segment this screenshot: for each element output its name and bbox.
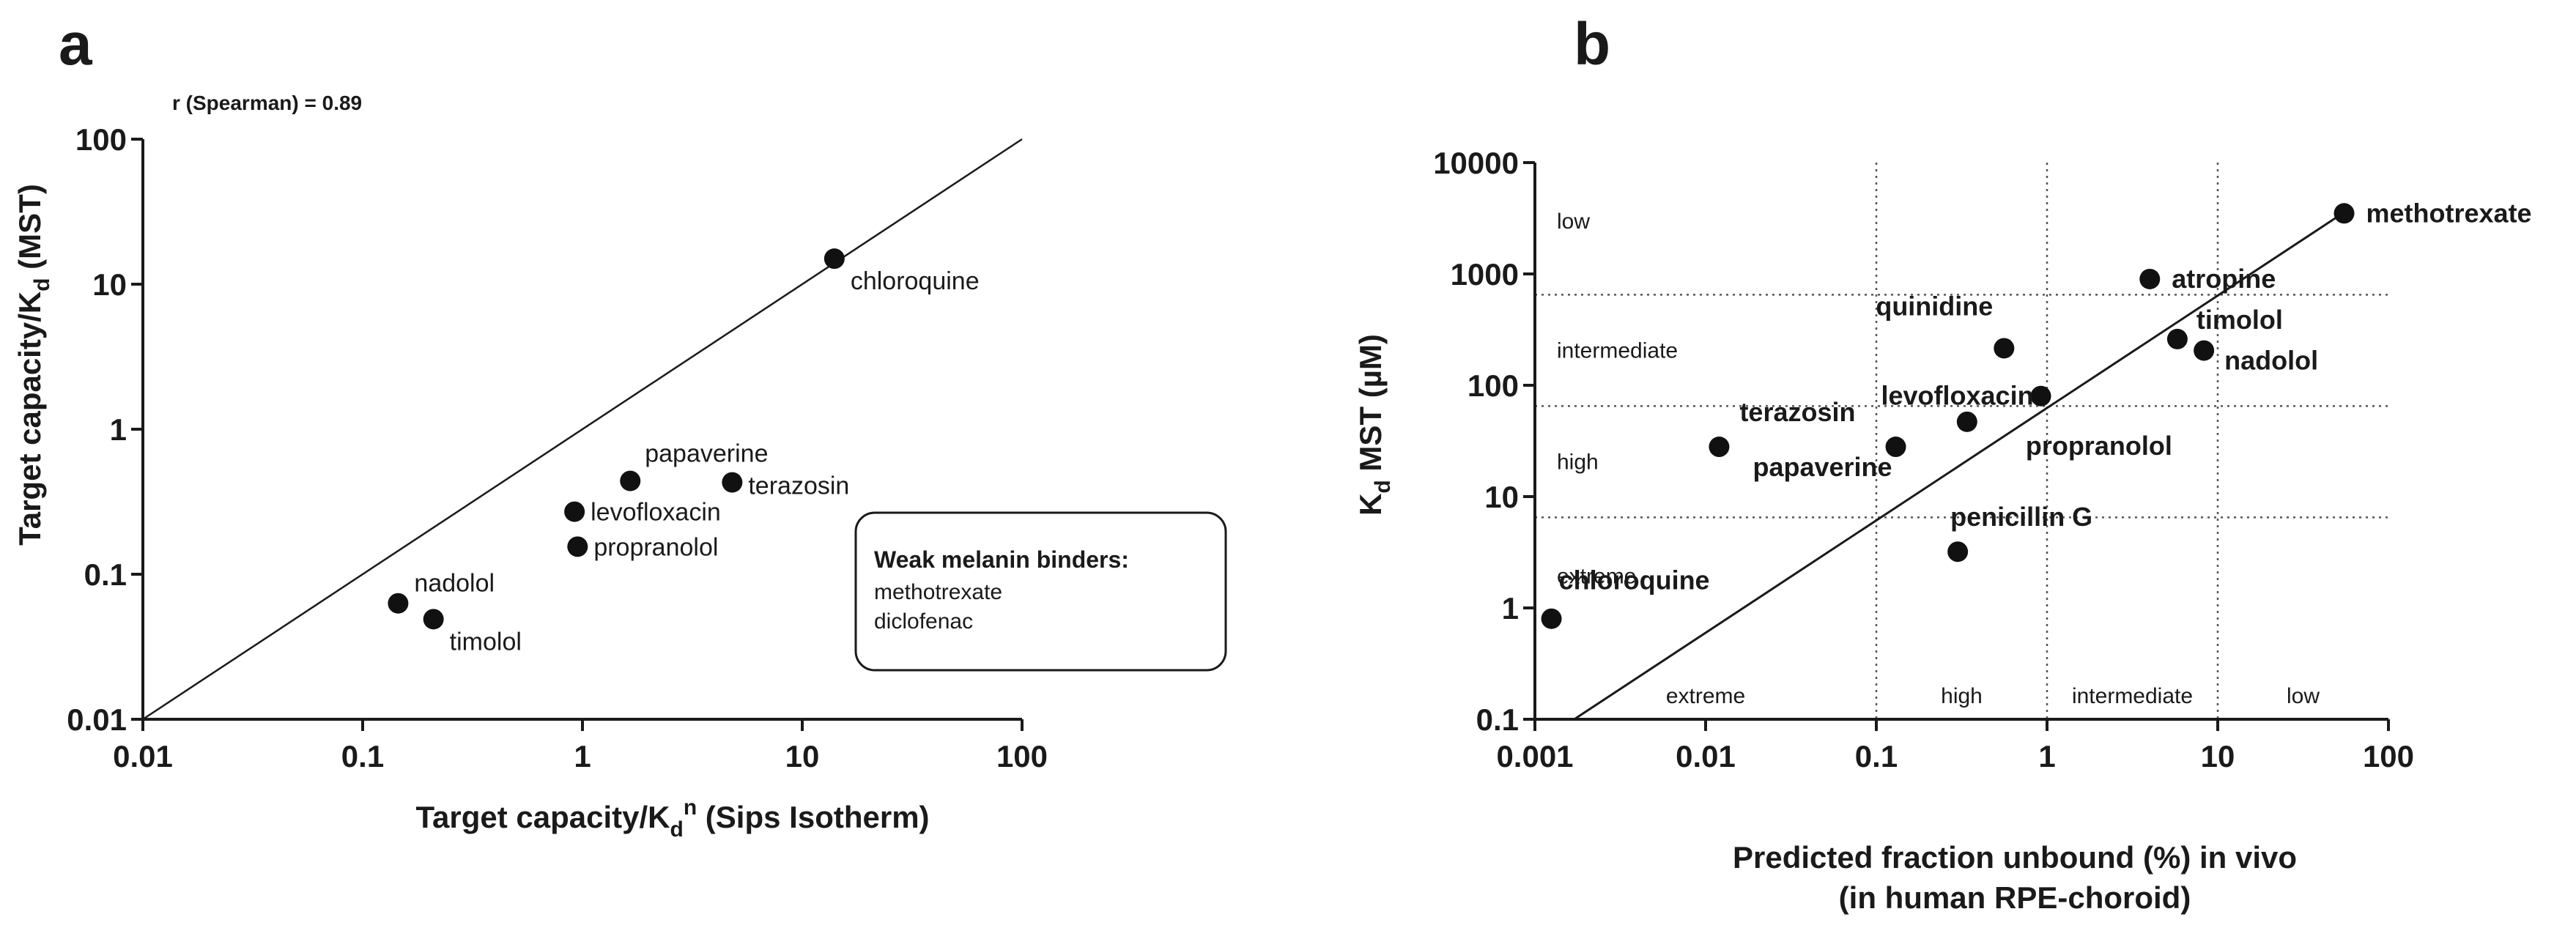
points-a: chloroquine papaverine terazosin levofloxac… <box>388 248 980 656</box>
data-point-b <box>1541 608 1562 629</box>
panel-b: b extreme high intermediate low low intermedi… <box>1353 11 2532 915</box>
data-point-b <box>2030 385 2051 407</box>
data-point-a <box>620 470 641 491</box>
x-zone-label: low <box>2287 684 2320 708</box>
data-point-a <box>388 593 409 614</box>
data-point-a <box>722 472 743 493</box>
data-point-a <box>423 609 444 630</box>
data-point-label-b: propranolol <box>2026 431 2172 461</box>
y-tick-label-a: 0.1 <box>84 557 127 592</box>
y-zone-label: low <box>1557 209 1590 234</box>
x-tick-label-b: 10 <box>2201 739 2235 773</box>
data-point-label-a: levofloxacin <box>591 499 721 527</box>
panel-letter-a: a <box>59 11 93 78</box>
x-zone-label: extreme <box>1666 684 1745 708</box>
y-tick-label-a: 1 <box>110 412 127 447</box>
spearman-label: r (Spearman) = 0.89 <box>172 92 362 114</box>
data-point-label-b: atropine <box>2172 264 2276 294</box>
y-tick-label-b: 10 <box>1484 480 1519 514</box>
data-point-label-b: terazosin <box>1739 397 1855 427</box>
y-tick-label-a: 100 <box>75 122 127 157</box>
x-tick-label-a: 0.01 <box>113 739 173 773</box>
zone-dividers-b <box>1535 163 2392 719</box>
trend-line-path <box>1573 207 2352 721</box>
x-zone-label: intermediate <box>2072 684 2193 708</box>
data-point-label-b: methotrexate <box>2366 198 2532 228</box>
ticks-a: 0.01 0.1 1 10 100 0.01 0.1 1 10 100 <box>67 122 1048 773</box>
x-tick-label-a: 100 <box>996 739 1048 773</box>
y-tick-label-b: 10000 <box>1433 146 1519 180</box>
identity-line-path <box>142 138 1023 721</box>
panel-letter-b: b <box>1574 11 1610 78</box>
y-zone-label: intermediate <box>1557 338 1678 363</box>
data-point-b <box>2194 340 2215 361</box>
y-tick-label-b: 1000 <box>1451 257 1519 292</box>
x-tick-label-b: 1 <box>2038 739 2055 773</box>
data-point-label-b: chloroquine <box>1559 565 1710 595</box>
x-axis-title-b-line2: (in human RPE-choroid) <box>1839 880 2191 915</box>
data-point-label-b: timolol <box>2196 305 2283 335</box>
x-zone-label: high <box>1941 684 1983 708</box>
data-point-label-b: nadolol <box>2224 346 2318 376</box>
data-point-label-a: timolol <box>450 628 522 656</box>
weak-binders-box: Weak melanin binders: methotrexate diclo… <box>854 511 1227 672</box>
x-tick-label-b: 0.001 <box>1496 739 1573 773</box>
x-tick-label-b: 0.1 <box>1855 739 1898 773</box>
y-axis-title-b: Kd MST (µM) <box>1353 334 1395 516</box>
data-point-b <box>2139 268 2161 289</box>
axes-b <box>1533 163 2388 721</box>
data-point-label-b: papaverine <box>1753 452 1892 482</box>
data-point-label-b: quinidine <box>1876 291 1993 321</box>
zone-labels-b: extreme high intermediate low low intermediat… <box>1557 209 2320 708</box>
identity-line <box>142 138 1023 721</box>
weak-binders-frame <box>854 511 1227 672</box>
weak-binders-title: Weak melanin binders: <box>874 546 1129 573</box>
x-axis-title-b-line1: Predicted fraction unbound (%) in vivo <box>1733 840 2297 875</box>
data-point-b <box>2166 328 2188 349</box>
data-point-label-a: terazosin <box>748 472 849 500</box>
x-tick-label-a: 10 <box>785 739 820 773</box>
data-point-label-a: nadolol <box>414 570 495 598</box>
data-point-label-a: propranolol <box>593 533 718 561</box>
x-axis-title-a: Target capacity/Kdn (Sips Isotherm) <box>415 795 929 842</box>
data-point-b <box>1956 411 1977 432</box>
panel-a: a r (Spearman) = 0.89 0.01 0.1 1 10 1000.010… <box>12 11 1227 842</box>
data-point-b <box>2333 203 2355 224</box>
weak-binder-item: diclofenac <box>874 609 973 634</box>
points-b: methotrexate atropine timolol nadolol quinid… <box>1541 198 2532 629</box>
data-point-a <box>564 501 585 522</box>
data-point-label-b: levofloxacin <box>1881 381 2033 411</box>
y-zone-label: extreme <box>1557 564 1636 588</box>
data-point-label-b: penicillin G <box>1950 502 2092 532</box>
y-tick-label-b: 100 <box>1467 368 1519 403</box>
y-tick-label-b: 0.1 <box>1476 702 1519 737</box>
data-point-a <box>823 248 845 270</box>
x-tick-label-b: 0.01 <box>1676 739 1736 773</box>
data-point-label-a: chloroquine <box>851 267 980 295</box>
y-zone-label: high <box>1557 450 1599 474</box>
trend-line <box>1573 207 2352 721</box>
y-axis-title-a: Target capacity/Kd (MST) <box>12 184 54 546</box>
data-point-b <box>1994 338 2015 359</box>
weak-binder-item: methotrexate <box>874 580 1002 604</box>
ticks-b: 0.001 0.01 0.1 1 10 100 0.1 1 10 100 1000 10000 <box>1433 146 2414 773</box>
y-tick-label-a: 0.01 <box>67 702 127 737</box>
data-point-label-a: papaverine <box>645 440 768 468</box>
x-tick-label-b: 100 <box>2363 739 2414 773</box>
y-tick-label-a: 10 <box>92 267 127 302</box>
y-tick-label-b: 1 <box>1502 591 1519 626</box>
x-tick-label-a: 1 <box>574 739 591 773</box>
data-point-a <box>567 536 588 557</box>
data-point-b <box>1709 437 1730 458</box>
x-tick-label-a: 0.1 <box>341 739 384 773</box>
data-point-b <box>1947 541 1969 563</box>
data-point-b <box>1885 437 1906 458</box>
